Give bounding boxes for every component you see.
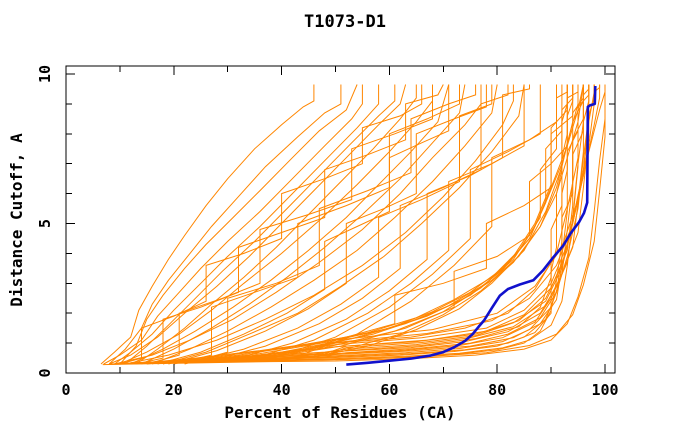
prediction-curve (200, 84, 595, 361)
prediction-curve (254, 84, 579, 360)
prediction-curve (168, 84, 487, 365)
prediction-curve (216, 84, 563, 362)
prediction-curve (135, 84, 444, 365)
chart-title: T1073-D1 (304, 12, 386, 32)
prediction-curve (308, 84, 584, 359)
prediction-curve (119, 84, 433, 365)
prediction-curve (146, 84, 574, 365)
prediction-curve (249, 84, 525, 360)
prediction-curve (119, 84, 423, 365)
prediction-curve (114, 84, 380, 365)
y-tick-label: 10 (36, 65, 54, 83)
prediction-curve (114, 84, 482, 365)
prediction-curve (189, 84, 493, 363)
y-tick-label: 5 (36, 219, 54, 228)
prediction-curve (157, 84, 601, 363)
prediction-curve (130, 84, 450, 365)
x-tick-label: 60 (380, 381, 398, 399)
prediction-curve (184, 84, 477, 365)
prediction-curve (292, 84, 557, 359)
prediction-curve (162, 84, 525, 365)
prediction-curve (205, 84, 509, 363)
y-axis-label: Distance Cutoff, A (7, 133, 26, 307)
prediction-curve (109, 84, 606, 365)
prediction-curve (102, 84, 606, 366)
prediction-curve (114, 84, 590, 365)
prediction-curve (146, 84, 433, 365)
prediction-curve (103, 84, 363, 365)
prediction-curve (200, 84, 568, 363)
highlighted-model-curve (346, 85, 597, 366)
prediction-curve (162, 84, 568, 364)
prediction-curve (135, 84, 417, 365)
x-tick-label: 100 (591, 381, 618, 399)
x-tick-label: 40 (273, 381, 291, 399)
prediction-curve (238, 84, 584, 361)
prediction-curve (152, 84, 498, 365)
x-tick-label: 20 (165, 381, 183, 399)
x-tick-label: 80 (488, 381, 506, 399)
axes-layer: 0 20 40 60 80 100 0 5 10 (36, 65, 619, 399)
prediction-curve (100, 84, 315, 365)
prediction-curve (173, 84, 460, 365)
prediction-curve (125, 84, 514, 365)
prediction-curve (157, 84, 450, 365)
prediction-curve (179, 84, 590, 363)
plot-border (65, 65, 616, 374)
x-tick-label: 0 (61, 381, 70, 399)
prediction-curve (227, 84, 530, 362)
y-tick-label: 0 (36, 368, 54, 377)
prediction-curve (119, 84, 358, 365)
curves-layer (100, 84, 606, 366)
prediction-curve (179, 84, 574, 364)
prediction-curve (124, 84, 396, 365)
x-axis-label: Percent of Residues (CA) (224, 403, 455, 422)
